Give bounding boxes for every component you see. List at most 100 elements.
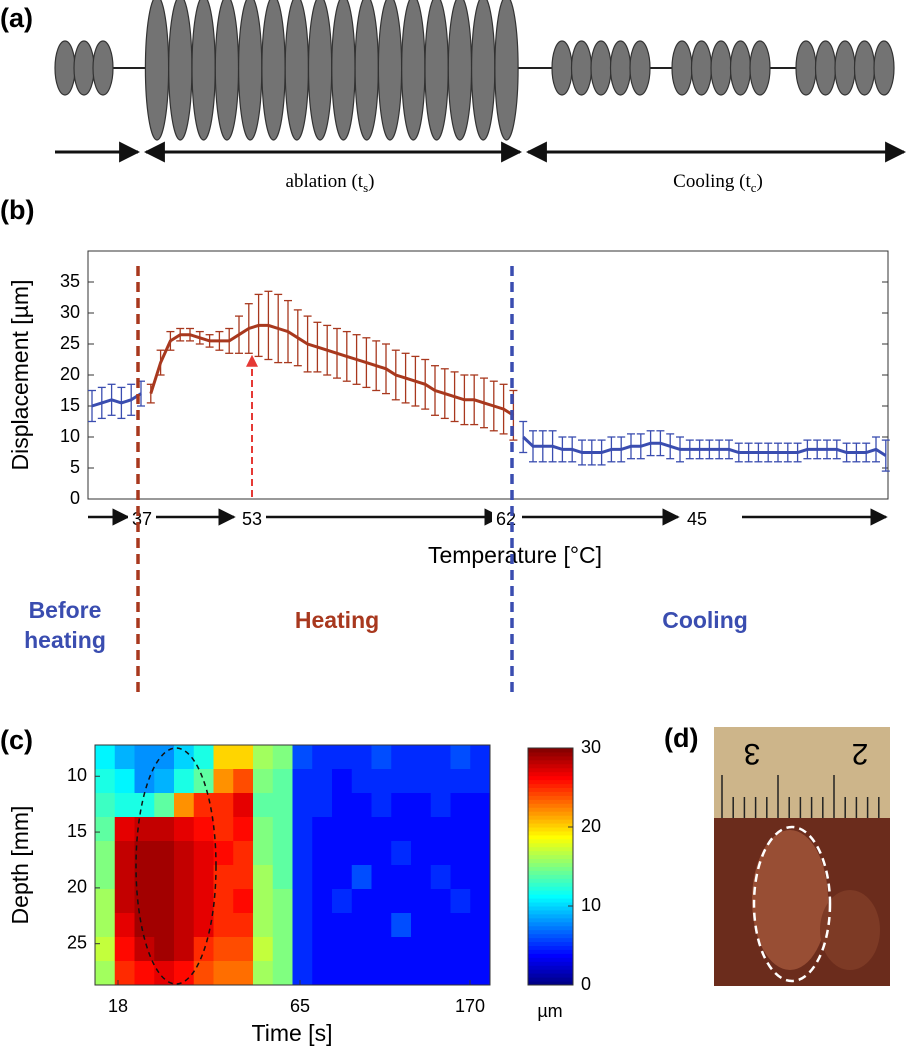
heatmap-cell	[134, 889, 155, 914]
heatmap-cell	[332, 913, 353, 938]
heatmap-cell	[272, 913, 293, 938]
heatmap-cell	[351, 745, 372, 770]
temperature-label: 37	[132, 509, 152, 529]
colorbar-segment	[528, 969, 573, 974]
heatmap-cell	[272, 961, 293, 986]
heatmap-cell	[351, 793, 372, 818]
text: Cooling (t	[673, 171, 751, 192]
heatmap-cell	[391, 937, 412, 962]
colorbar-segment	[528, 937, 573, 943]
heatmap-cell	[391, 841, 412, 866]
pulse	[144, 0, 170, 141]
colorbar-segment	[528, 898, 573, 903]
heatmap-cell	[371, 961, 392, 986]
x-axis-label: Temperature [°C]	[428, 542, 602, 568]
heatmap-cell	[411, 889, 432, 914]
heatmap-cell	[470, 841, 491, 866]
heatmap-cell	[312, 745, 333, 770]
heatmap-cell	[114, 937, 135, 962]
heatmap-cell	[351, 769, 372, 794]
series-line	[91, 392, 142, 408]
heatmap-cell	[371, 793, 392, 818]
colorbar-segment	[528, 807, 573, 812]
text: ablation (t	[286, 171, 364, 192]
y-tick-label: 15	[60, 395, 80, 415]
y-tick-label: 25	[60, 333, 80, 353]
colorbar-segment	[528, 925, 573, 931]
pulse	[729, 40, 752, 96]
heatmap-cell	[174, 769, 195, 794]
y-tick-label: 25	[67, 932, 87, 952]
heatmap-cell	[292, 769, 313, 794]
y-tick-label: 10	[67, 765, 87, 785]
heatmap-cell	[470, 937, 491, 962]
colorbar-segment	[528, 981, 573, 986]
heatmap-cell	[292, 889, 313, 914]
pulse	[814, 40, 837, 96]
pulse	[214, 0, 240, 141]
y-axis-label: Depth [mm]	[7, 806, 33, 925]
x-tick-label: 170	[455, 996, 485, 1016]
heatmap-cell	[154, 817, 175, 842]
heatmap-cell	[430, 913, 451, 938]
heatmap-cell	[154, 841, 175, 866]
heatmap-cell	[470, 961, 491, 986]
heatmap-cell	[134, 841, 155, 866]
heatmap-cell	[371, 889, 392, 914]
heatmap-cell	[114, 913, 135, 938]
heatmap-cell	[154, 769, 175, 794]
pulse	[401, 0, 426, 141]
colorbar-segment	[528, 823, 573, 828]
pulse	[447, 0, 473, 141]
panel-label: (b)	[0, 195, 34, 225]
colorbar-segment	[528, 870, 573, 875]
heatmap-cell	[233, 889, 254, 914]
heatmap-cell	[411, 913, 432, 938]
heatmap-cell	[450, 889, 471, 914]
colorbar-segment	[528, 906, 573, 911]
label-bg	[683, 507, 711, 529]
heatmap-cell	[213, 769, 234, 794]
heatmap-cell	[233, 769, 254, 794]
heatmap-cell	[95, 913, 116, 938]
pulse	[690, 40, 713, 96]
colorbar-segment	[528, 890, 573, 895]
heatmap-cell	[253, 793, 274, 818]
pulse	[92, 40, 114, 96]
heatmap-cell	[292, 913, 313, 938]
heatmap-cell	[430, 961, 451, 986]
y-tick-label: 10	[60, 426, 80, 446]
colorbar-segment	[528, 759, 573, 765]
heatmap-cell	[154, 889, 175, 914]
colorbar-segment	[528, 961, 573, 966]
colorbar-segment	[528, 775, 573, 781]
heatmap-cell	[193, 865, 214, 890]
heatmap-cell	[450, 841, 471, 866]
series-line	[522, 435, 887, 457]
heatmap-cell	[95, 841, 116, 866]
colorbar-tick-label: 10	[581, 895, 601, 915]
heatmap-cell	[95, 769, 116, 794]
colorbar-segment	[528, 862, 573, 867]
colorbar-segment	[528, 913, 573, 919]
heatmap-cell	[95, 865, 116, 890]
heatmap-cell	[312, 937, 333, 962]
pulse	[609, 40, 632, 96]
heatmap-cell	[312, 841, 333, 866]
heatmap-cell	[95, 817, 116, 842]
colorbar-tick-label: 0	[581, 974, 591, 994]
heatmap-cell	[332, 793, 353, 818]
heatmap-cell	[213, 841, 234, 866]
heatmap-cell	[450, 937, 471, 962]
heatmap-cell	[292, 865, 313, 890]
pulse	[377, 0, 403, 141]
heatmap-cell	[272, 841, 293, 866]
heatmap-cell	[233, 937, 254, 962]
colorbar-segment	[528, 929, 573, 935]
heatmap-cell	[391, 793, 412, 818]
colorbar-segment	[528, 834, 573, 840]
heatmap-cell	[193, 913, 214, 938]
heatmap-cell	[154, 865, 175, 890]
heatmap-cell	[213, 865, 234, 890]
